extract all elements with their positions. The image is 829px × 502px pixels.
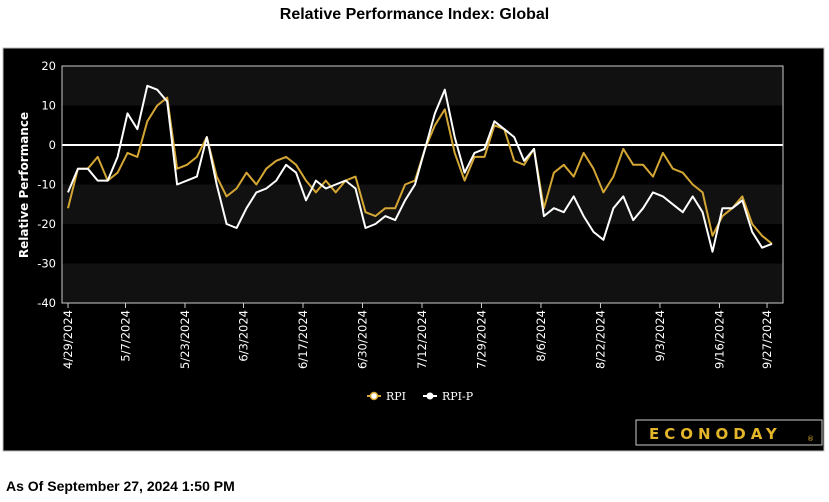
legend: RPI RPI-P [367, 390, 474, 403]
x-tick-label: 7/12/2024 [415, 310, 429, 369]
chart-title: Relative Performance Index: Global [279, 6, 550, 23]
x-tick-label: 9/3/2024 [653, 310, 667, 362]
y-tick-label: 10 [41, 99, 56, 113]
legend-marker-rpi-p [426, 392, 434, 400]
grid-band [62, 263, 783, 303]
legend-item-rpi-p[interactable]: RPI-P [423, 390, 474, 403]
legend-label-rpi: RPI [386, 390, 406, 403]
legend-label-rpi-p: RPI-P [442, 390, 474, 403]
x-tick-label: 6/30/2024 [355, 310, 369, 369]
x-tick-label: 6/17/2024 [296, 310, 310, 369]
y-tick-label: 20 [41, 59, 56, 73]
x-tick-label: 5/7/2024 [119, 310, 133, 362]
grid-band [62, 66, 783, 106]
legend-marker-rpi [369, 391, 379, 401]
x-tick-label: 8/6/2024 [534, 310, 548, 362]
y-tick-label: -30 [37, 257, 56, 271]
y-tick-label: -20 [37, 217, 56, 231]
y-tick-label: -10 [37, 178, 56, 192]
grid-band [62, 145, 783, 185]
logo-registered-mark: ® [807, 435, 814, 443]
y-axis-label: Relative Performance [17, 112, 31, 258]
y-tick-label: -40 [37, 296, 56, 310]
x-tick-label: 9/16/2024 [712, 310, 726, 369]
x-tick-label: 8/22/2024 [593, 310, 607, 369]
x-tick-label: 4/29/2024 [61, 310, 75, 369]
x-tick-label: 5/23/2024 [178, 310, 192, 369]
legend-item-rpi[interactable]: RPI [367, 390, 406, 403]
as-of-timestamp: As Of September 27, 2024 1:50 PM [6, 478, 235, 494]
econoday-logo: ECONODAY ® [635, 419, 823, 446]
series-line-rpi-p [67, 84, 773, 253]
logo-text: ECONODAY [649, 425, 782, 443]
x-tick-label: 9/27/2024 [760, 310, 774, 369]
grid-band [62, 105, 783, 145]
y-tick-label: 0 [49, 138, 56, 152]
x-tick-label: 6/3/2024 [237, 310, 251, 362]
x-tick-label: 7/29/2024 [474, 310, 488, 369]
grid-band [62, 184, 783, 224]
plot-frame [61, 65, 784, 304]
grid-band [62, 224, 783, 264]
